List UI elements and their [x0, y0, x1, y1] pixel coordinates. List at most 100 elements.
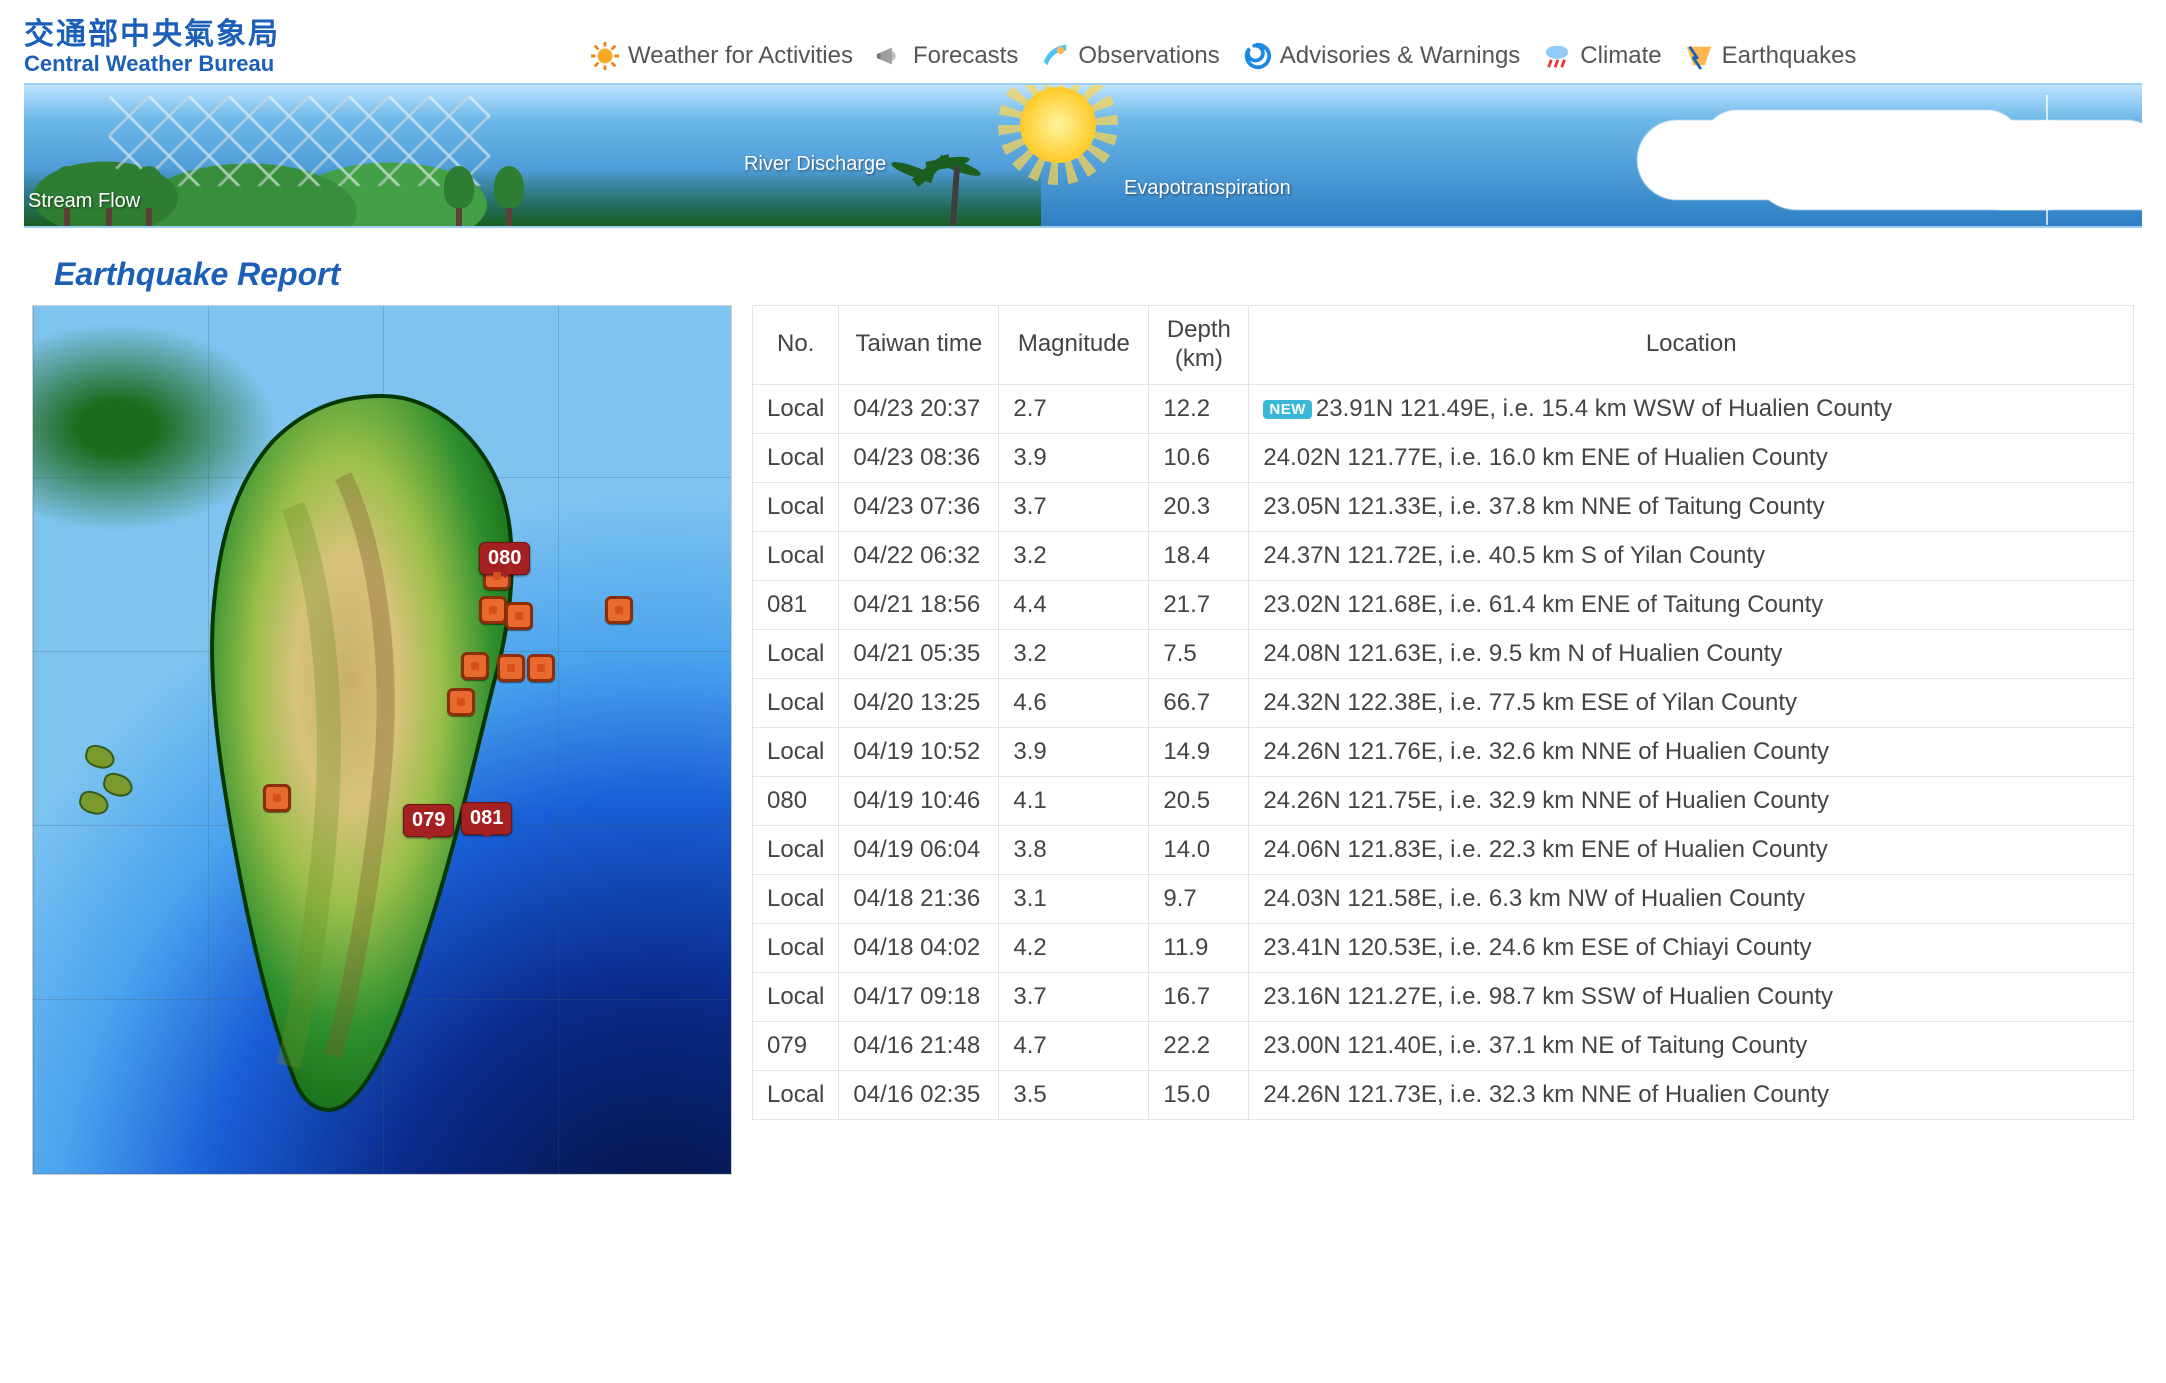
- cell-depth: 22.2: [1149, 1021, 1249, 1070]
- table-row[interactable]: Local04/16 02:353.515.024.26N 121.73E, i…: [753, 1070, 2134, 1119]
- cell-time: 04/19 06:04: [839, 825, 999, 874]
- cell-location: 24.06N 121.83E, i.e. 22.3 km ENE of Hual…: [1249, 825, 2134, 874]
- cell-location: NEW23.91N 121.49E, i.e. 15.4 km WSW of H…: [1249, 384, 2134, 433]
- cell-no: Local: [753, 531, 839, 580]
- nav-weather-activities[interactable]: Weather for Activities: [590, 41, 853, 71]
- cell-location: 23.00N 121.40E, i.e. 37.1 km NE of Taitu…: [1249, 1021, 2134, 1070]
- cell-no: 081: [753, 580, 839, 629]
- cell-mag: 3.9: [999, 727, 1149, 776]
- epicenter-marker[interactable]: [263, 784, 291, 812]
- cell-depth: 10.6: [1149, 433, 1249, 482]
- nav-climate[interactable]: Climate: [1542, 41, 1661, 71]
- islet: [101, 770, 136, 799]
- table-row[interactable]: Local04/22 06:323.218.424.37N 121.72E, i…: [753, 531, 2134, 580]
- nav-label: Advisories & Warnings: [1280, 42, 1521, 70]
- main-nav: Weather for Activities Forecasts Observa…: [590, 41, 1856, 77]
- epicenter-marker[interactable]: [461, 652, 489, 680]
- epicenter-marker[interactable]: [605, 596, 633, 624]
- cell-location: 24.37N 121.72E, i.e. 40.5 km S of Yilan …: [1249, 531, 2134, 580]
- cell-no: Local: [753, 972, 839, 1021]
- cell-time: 04/16 21:48: [839, 1021, 999, 1070]
- table-row[interactable]: Local04/21 05:353.27.524.08N 121.63E, i.…: [753, 629, 2134, 678]
- epicenter-marker-labeled[interactable]: 080: [479, 542, 530, 575]
- cell-mag: 3.2: [999, 531, 1149, 580]
- table-row[interactable]: Local04/20 13:254.666.724.32N 122.38E, i…: [753, 678, 2134, 727]
- cell-time: 04/23 07:36: [839, 482, 999, 531]
- cell-time: 04/18 21:36: [839, 874, 999, 923]
- epicenter-marker[interactable]: [505, 602, 533, 630]
- table-row[interactable]: Local04/19 10:523.914.924.26N 121.76E, i…: [753, 727, 2134, 776]
- nav-advisories[interactable]: Advisories & Warnings: [1242, 41, 1521, 71]
- cell-mag: 3.7: [999, 972, 1149, 1021]
- epicenter-marker[interactable]: [479, 596, 507, 624]
- nav-forecasts[interactable]: Forecasts: [875, 41, 1018, 71]
- table-row[interactable]: Local04/18 04:024.211.923.41N 120.53E, i…: [753, 923, 2134, 972]
- cell-no: Local: [753, 727, 839, 776]
- cell-time: 04/22 06:32: [839, 531, 999, 580]
- banner-river-discharge[interactable]: River Discharge: [744, 153, 886, 176]
- cell-time: 04/18 04:02: [839, 923, 999, 972]
- col-mag: Magnitude: [999, 306, 1149, 385]
- cell-location: 23.02N 121.68E, i.e. 61.4 km ENE of Tait…: [1249, 580, 2134, 629]
- table-row[interactable]: 08004/19 10:464.120.524.26N 121.75E, i.e…: [753, 776, 2134, 825]
- cell-location: 24.26N 121.75E, i.e. 32.9 km NNE of Hual…: [1249, 776, 2134, 825]
- cell-no: Local: [753, 1070, 839, 1119]
- cell-mag: 2.7: [999, 384, 1149, 433]
- cell-mag: 3.1: [999, 874, 1149, 923]
- cell-mag: 4.4: [999, 580, 1149, 629]
- cell-depth: 20.5: [1149, 776, 1249, 825]
- cell-depth: 14.0: [1149, 825, 1249, 874]
- new-badge: NEW: [1263, 400, 1312, 419]
- nav-observations[interactable]: Observations: [1040, 41, 1219, 71]
- cell-location: 24.26N 121.73E, i.e. 32.3 km NNE of Hual…: [1249, 1070, 2134, 1119]
- cell-time: 04/23 20:37: [839, 384, 999, 433]
- cell-depth: 7.5: [1149, 629, 1249, 678]
- epicenter-marker[interactable]: [527, 654, 555, 682]
- cell-mag: 4.1: [999, 776, 1149, 825]
- spiral-icon: [1242, 41, 1272, 71]
- table-row[interactable]: Local04/18 21:363.19.724.03N 121.58E, i.…: [753, 874, 2134, 923]
- cell-depth: 20.3: [1149, 482, 1249, 531]
- cell-no: 079: [753, 1021, 839, 1070]
- table-row[interactable]: Local04/19 06:043.814.024.06N 121.83E, i…: [753, 825, 2134, 874]
- cell-mag: 4.6: [999, 678, 1149, 727]
- cell-mag: 3.7: [999, 482, 1149, 531]
- cell-no: Local: [753, 384, 839, 433]
- cell-location: 23.16N 121.27E, i.e. 98.7 km SSW of Hual…: [1249, 972, 2134, 1021]
- earthquake-map[interactable]: 080 079081: [32, 305, 732, 1175]
- epicenter-marker-labeled[interactable]: 079: [403, 804, 454, 837]
- cell-location: 23.41N 120.53E, i.e. 24.6 km ESE of Chia…: [1249, 923, 2134, 972]
- cell-time: 04/19 10:52: [839, 727, 999, 776]
- cell-depth: 16.7: [1149, 972, 1249, 1021]
- nav-earthquakes[interactable]: Earthquakes: [1684, 41, 1857, 71]
- epicenter-marker-labeled[interactable]: 081: [461, 802, 512, 835]
- cell-mag: 4.2: [999, 923, 1149, 972]
- epicenter-marker[interactable]: [497, 654, 525, 682]
- cell-no: Local: [753, 678, 839, 727]
- table-row[interactable]: 07904/16 21:484.722.223.00N 121.40E, i.e…: [753, 1021, 2134, 1070]
- cell-location: 24.26N 121.76E, i.e. 32.6 km NNE of Hual…: [1249, 727, 2134, 776]
- taiwan-island: [173, 386, 533, 1116]
- table-row[interactable]: Local04/23 07:363.720.323.05N 121.33E, i…: [753, 482, 2134, 531]
- logo[interactable]: 交通部中央氣象局 Central Weather Bureau: [24, 12, 280, 77]
- banner-evapotranspiration[interactable]: Evapotranspiration: [1124, 177, 1291, 200]
- cell-location: 24.03N 121.58E, i.e. 6.3 km NW of Hualie…: [1249, 874, 2134, 923]
- table-row[interactable]: Local04/17 09:183.716.723.16N 121.27E, i…: [753, 972, 2134, 1021]
- cell-depth: 66.7: [1149, 678, 1249, 727]
- cell-mag: 3.9: [999, 433, 1149, 482]
- banner-stream-flow[interactable]: Stream Flow: [28, 190, 140, 213]
- cell-no: Local: [753, 433, 839, 482]
- epicenter-marker[interactable]: [447, 688, 475, 716]
- cell-location: 24.32N 122.38E, i.e. 77.5 km ESE of Yila…: [1249, 678, 2134, 727]
- table-row[interactable]: Local04/23 20:372.712.2NEW23.91N 121.49E…: [753, 384, 2134, 433]
- table-row[interactable]: Local04/23 08:363.910.624.02N 121.77E, i…: [753, 433, 2134, 482]
- table-row[interactable]: 08104/21 18:564.421.723.02N 121.68E, i.e…: [753, 580, 2134, 629]
- observation-icon: [1040, 41, 1070, 71]
- cell-depth: 15.0: [1149, 1070, 1249, 1119]
- nav-label: Forecasts: [913, 42, 1018, 70]
- quake-icon: [1684, 41, 1714, 71]
- cell-no: Local: [753, 629, 839, 678]
- cell-time: 04/17 09:18: [839, 972, 999, 1021]
- cell-no: Local: [753, 482, 839, 531]
- cell-depth: 9.7: [1149, 874, 1249, 923]
